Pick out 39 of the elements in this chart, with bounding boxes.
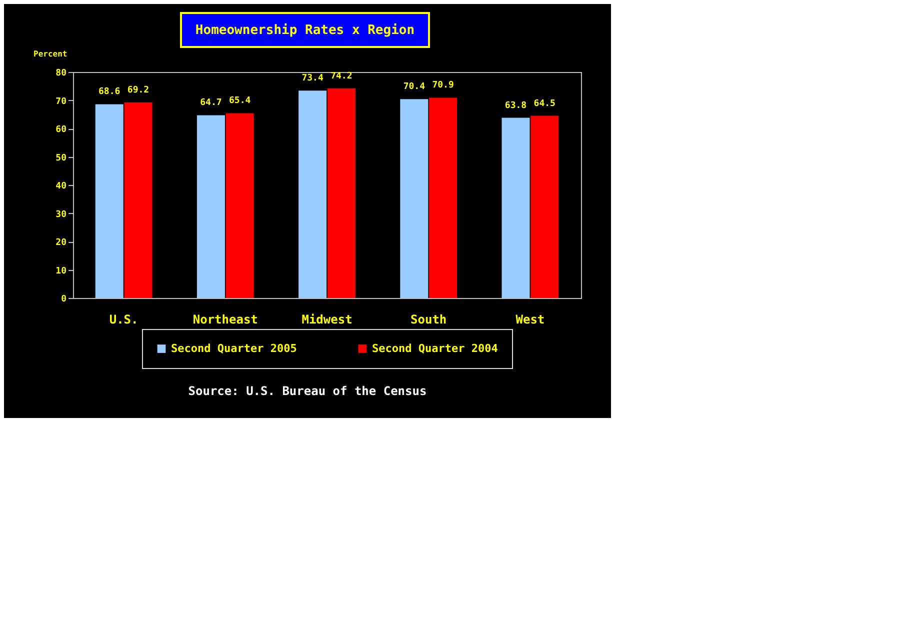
legend-label: Second Quarter 2005 [171,342,297,355]
y-tick-label: 30 [56,210,66,220]
bar [327,88,356,298]
y-axis-title: Percent [34,50,68,58]
x-tick-label: South [410,312,447,326]
bar [95,104,124,298]
y-tick-label: 10 [56,266,66,276]
data-label: 63.8 [504,100,527,111]
y-tick-label: 60 [56,125,66,135]
data-label: 64.7 [200,98,222,108]
bar [124,102,152,298]
chart-title: Homeownership Rates x Region [180,12,430,48]
bar [429,98,458,298]
x-tick-label: U.S. [109,312,138,326]
x-tick-label: West [516,312,545,326]
data-label: 65.4 [228,96,252,106]
data-label: 69.2 [127,86,150,96]
data-label: 73.4 [302,74,324,84]
data-label: 70.4 [403,82,426,92]
data-label: 64.5 [534,98,556,109]
x-tick-label: Midwest [302,312,352,326]
y-tick-label: 70 [56,96,66,107]
bar [530,116,559,298]
data-label: 70.9 [432,80,454,91]
x-tick-label: Northeast [192,312,258,326]
bar [502,118,530,298]
y-tick-label: 50 [56,153,66,164]
data-label: 68.6 [98,87,120,98]
y-tick-label: 40 [56,182,66,192]
data-label: 74.2 [330,71,352,82]
bar [226,113,254,298]
source-note: Source: U.S. Bureau of the Census [187,384,428,398]
y-tick-label: 80 [56,68,66,78]
bar [298,90,327,298]
legend-label: Second Quarter 2004 [372,342,498,355]
y-tick-label: 0 [61,294,66,304]
bar [400,99,428,298]
y-tick-label: 20 [56,238,66,248]
bar [196,115,225,298]
